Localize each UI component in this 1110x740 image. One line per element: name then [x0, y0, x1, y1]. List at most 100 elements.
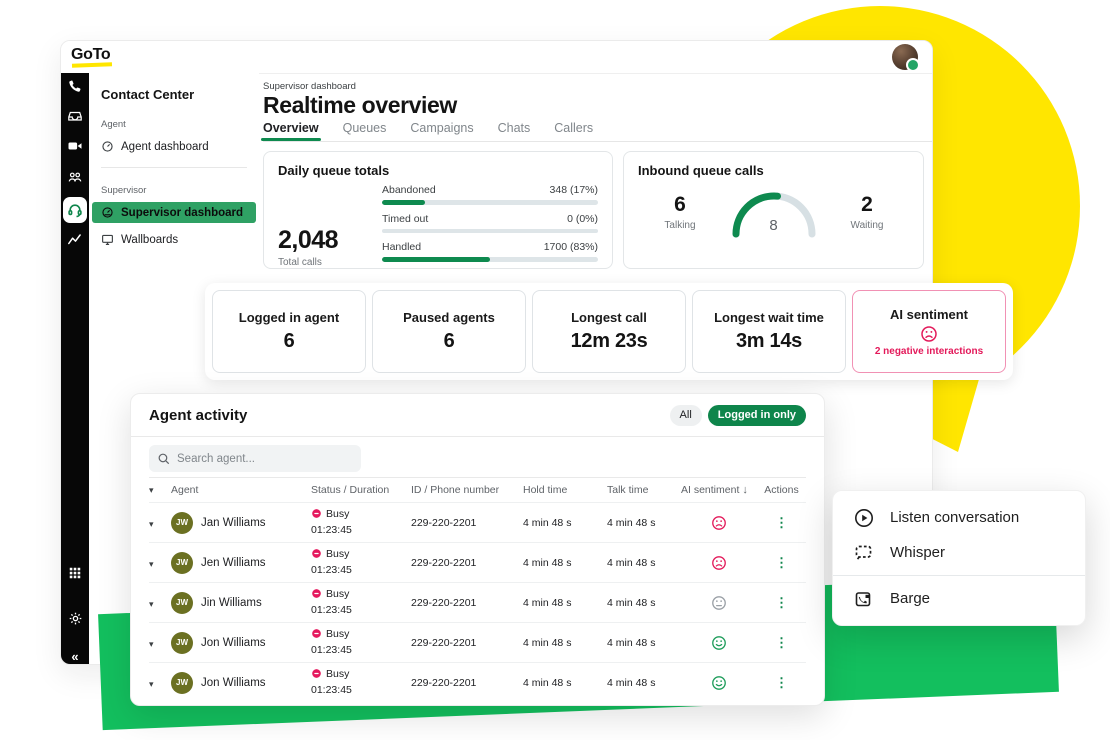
row-actions-kebab-icon[interactable] [757, 595, 806, 611]
row-actions-kebab-icon[interactable] [757, 555, 806, 571]
expand-caret-icon[interactable] [149, 674, 171, 692]
breadcrumb: Supervisor dashboard [263, 81, 356, 92]
sentiment-face-icon [712, 515, 726, 530]
row-actions-kebab-icon[interactable] [757, 515, 806, 531]
avatar: JW [171, 511, 193, 534]
search-input[interactable]: Search agent... [149, 445, 361, 472]
top-bar: GoTo [61, 41, 932, 74]
waiting-metric: 2 Waiting [839, 193, 895, 231]
expand-caret-icon[interactable] [149, 554, 171, 572]
stat-label: Longest call [571, 310, 647, 325]
sidebar-item-wallboards[interactable]: Wallboards [89, 229, 259, 250]
menu-item-listen-conversation[interactable]: Listen conversation [833, 500, 1085, 535]
nav-section-agent: Agent [101, 119, 126, 130]
column-status-duration[interactable]: Status / Duration [311, 484, 390, 496]
total-calls-label: Total calls [278, 256, 322, 268]
apps-grid-icon[interactable] [61, 566, 89, 580]
column-id-phone[interactable]: ID / Phone number [411, 484, 500, 496]
filter-logged-in-only-chip[interactable]: Logged in only [707, 404, 806, 426]
tab-callers[interactable]: Callers [554, 121, 594, 135]
expand-caret-icon[interactable] [149, 594, 171, 612]
bar-fill [382, 200, 426, 205]
gauge-icon [102, 141, 113, 152]
ai-sentiment-card[interactable]: AI sentiment 2 negative interactions [852, 290, 1006, 373]
menu-item-barge[interactable]: Barge [833, 581, 1085, 616]
user-avatar[interactable] [892, 44, 920, 72]
nav-divider [101, 167, 247, 168]
nav-section-supervisor: Supervisor [101, 185, 147, 196]
paused-agents-card: Paused agents 6 [372, 290, 526, 373]
avatar: JW [171, 591, 193, 614]
expand-caret-icon[interactable] [149, 514, 171, 532]
search-icon [158, 453, 170, 464]
stat-label: Paused agents [403, 310, 495, 325]
hold-time: 4 min 48 s [523, 516, 572, 529]
tab-overview[interactable]: Overview [261, 121, 321, 141]
talk-time: 4 min 48 s [607, 516, 656, 529]
total-calls-value: 2,048 [278, 225, 339, 254]
bar-value: 0 (0%) [567, 212, 598, 225]
queue-gauge: 8 [728, 186, 820, 238]
whisper-icon [855, 545, 872, 560]
phone-number: 229-220-2201 [411, 636, 477, 649]
waiting-value: 2 [861, 193, 873, 216]
tab-queues[interactable]: Queues [342, 121, 387, 135]
sidebar-item-agent-dashboard[interactable]: Agent dashboard [89, 136, 259, 157]
tab-campaigns[interactable]: Campaigns [410, 121, 474, 135]
bar-label: Handled [382, 241, 422, 253]
analytics-icon[interactable] [61, 231, 89, 247]
tab-chats[interactable]: Chats [497, 121, 531, 135]
handled-bar: Handled 1700 (83%) [382, 241, 598, 262]
hold-time: 4 min 48 s [523, 596, 572, 609]
busy-status-icon [312, 589, 321, 598]
stat-label: AI sentiment [889, 306, 968, 322]
voicemail-icon[interactable] [61, 108, 89, 124]
sidebar-item-supervisor-dashboard[interactable]: Supervisor dashboard [92, 202, 256, 223]
hold-time: 4 min 48 s [523, 676, 572, 689]
sort-caret-icon[interactable] [149, 485, 171, 496]
dashboard-icon [102, 207, 113, 218]
row-actions-context-menu: Listen conversation Whisper Barge [832, 490, 1086, 626]
filter-all-chip[interactable]: All [669, 404, 702, 426]
column-actions: Actions [764, 484, 799, 496]
waiting-label: Waiting [850, 220, 884, 231]
bar-value: 1700 (83%) [543, 241, 598, 253]
talking-value: 6 [674, 193, 686, 216]
column-talk-time[interactable]: Talk time [607, 484, 649, 496]
main-content: Supervisor dashboard Realtime overview O… [259, 73, 932, 664]
logged-in-agent-card: Logged in agent 6 [212, 290, 366, 373]
phone-icon[interactable] [61, 78, 89, 94]
settings-gear-icon[interactable] [61, 611, 89, 626]
sentiment-face-icon [712, 675, 726, 690]
row-actions-kebab-icon[interactable] [757, 635, 806, 651]
talk-time: 4 min 48 s [607, 596, 656, 609]
people-icon[interactable] [61, 169, 89, 185]
avatar: JW [171, 671, 193, 694]
video-icon[interactable] [61, 138, 89, 154]
inbound-queue-calls-card: Inbound queue calls 6 Talking 8 [623, 151, 924, 269]
busy-status-icon [312, 509, 321, 518]
column-agent[interactable]: Agent [171, 484, 199, 496]
column-ai-sentiment[interactable]: AI sentiment [681, 484, 757, 496]
column-hold-time[interactable]: Hold time [523, 484, 568, 496]
menu-item-whisper[interactable]: Whisper [833, 535, 1085, 570]
expand-caret-icon[interactable] [149, 634, 171, 652]
sidebar-item-label: Supervisor dashboard [121, 206, 244, 219]
phone-number: 229-220-2201 [411, 676, 477, 689]
stat-cards-row: Logged in agent 6 Paused agents 6 Longes… [205, 283, 1013, 380]
gauge-value: 8 [769, 217, 778, 234]
row-actions-kebab-icon[interactable] [757, 675, 806, 691]
headset-icon[interactable] [63, 197, 87, 223]
agent-activity-header: Agent activity All Logged in only [131, 394, 824, 437]
collapse-icon[interactable]: « [71, 649, 79, 664]
card-title: Daily queue totals [278, 163, 390, 178]
icon-rail: « [61, 73, 89, 664]
agent-activity-title: Agent activity [149, 406, 248, 424]
talk-time: 4 min 48 s [607, 636, 656, 649]
